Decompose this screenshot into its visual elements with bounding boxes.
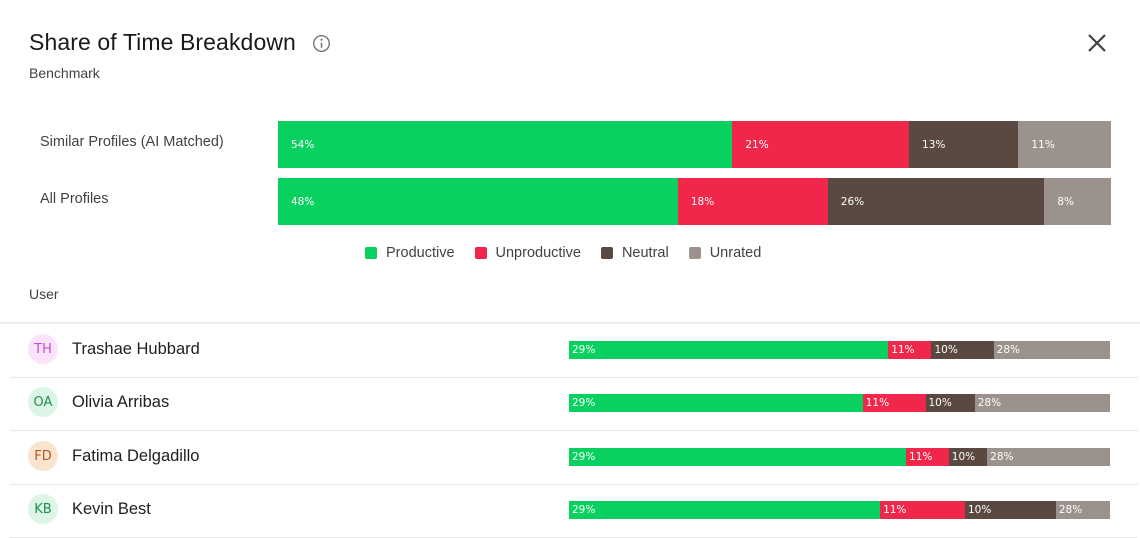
avatar: FD — [28, 441, 58, 471]
user-stacked-bar: 29% 11% 10% 28% — [569, 394, 1110, 412]
page-subtitle: Benchmark — [29, 65, 100, 81]
benchmark-bar-unproductive[interactable]: 21% — [732, 121, 910, 168]
benchmark-label: Similar Profiles (AI Matched) — [40, 134, 224, 150]
benchmark-bar-unrated[interactable]: 8% — [1044, 178, 1111, 225]
avatar: OA — [28, 387, 58, 417]
user-row[interactable]: KB Kevin Best 29% 11% 10% 28% — [10, 484, 1138, 538]
user-stacked-bar: 29% 11% 10% 28% — [569, 501, 1110, 519]
user-bar-neutral[interactable]: 10% — [948, 448, 988, 466]
legend-swatch — [688, 247, 701, 259]
user-name[interactable]: Kevin Best — [72, 500, 151, 518]
benchmark-bar-productive[interactable]: 54% — [278, 121, 733, 168]
user-bar-unrated[interactable]: 28% — [987, 448, 1110, 466]
benchmark-bar-unrated[interactable]: 11% — [1018, 121, 1111, 168]
close-icon[interactable] — [1086, 32, 1108, 54]
legend-item-unrated[interactable]: Unrated — [688, 245, 762, 261]
benchmark-bar-productive[interactable]: 48% — [278, 178, 678, 225]
user-bar-productive[interactable]: 29% — [569, 448, 907, 466]
legend-label: Neutral — [621, 245, 669, 261]
legend-swatch — [600, 247, 613, 259]
user-name[interactable]: Fatima Delgadillo — [72, 447, 200, 465]
benchmark-stacked-bar: 48% 18% 26% 8% — [278, 178, 1111, 225]
legend-swatch — [365, 247, 377, 259]
user-bar-productive[interactable]: 29% — [569, 394, 863, 412]
legend-item-unproductive[interactable]: Unproductive — [474, 245, 581, 261]
user-row[interactable]: FD Fatima Delgadillo 29% 11% 10% 28% — [10, 431, 1138, 485]
legend-item-productive[interactable]: Productive — [365, 245, 455, 261]
benchmark-stacked-bar: 54% 21% 13% 11% — [278, 121, 1111, 168]
user-bar-unproductive[interactable]: 11% — [862, 394, 926, 412]
header-divider — [0, 322, 1140, 324]
user-bar-unproductive[interactable]: 11% — [880, 501, 965, 519]
benchmark-label: All Profiles — [40, 191, 109, 207]
page-title: Share of Time Breakdown — [29, 29, 296, 55]
legend-swatch — [474, 247, 487, 259]
user-bar-productive[interactable]: 29% — [569, 341, 889, 359]
avatar: KB — [28, 494, 58, 524]
user-bar-neutral[interactable]: 10% — [925, 394, 975, 412]
user-bar-productive[interactable]: 29% — [569, 501, 881, 519]
benchmark-bar-neutral[interactable]: 13% — [909, 121, 1019, 168]
user-column-header: User — [29, 286, 59, 302]
user-bar-neutral[interactable]: 10% — [931, 341, 994, 359]
user-bar-neutral[interactable]: 10% — [964, 501, 1056, 519]
benchmark-bar-unproductive[interactable]: 18% — [677, 178, 828, 225]
user-bar-unrated[interactable]: 28% — [993, 341, 1110, 359]
legend-label: Unrated — [709, 245, 762, 261]
user-bar-unproductive[interactable]: 11% — [906, 448, 949, 466]
user-row[interactable]: OA Olivia Arribas 29% 11% 10% 28% — [10, 377, 1138, 431]
user-bar-unrated[interactable]: 28% — [1055, 501, 1110, 519]
chart-legend: Productive Unproductive Neutral Unrated — [365, 245, 781, 261]
legend-item-neutral[interactable]: Neutral — [600, 245, 669, 261]
user-bar-unrated[interactable]: 28% — [974, 394, 1110, 412]
legend-label: Unproductive — [495, 245, 581, 261]
user-stacked-bar: 29% 11% 10% 28% — [569, 448, 1110, 466]
user-name[interactable]: Trashae Hubbard — [72, 340, 200, 358]
user-row[interactable]: TH Trashae Hubbard 29% 11% 10% 28% — [10, 324, 1138, 378]
user-name[interactable]: Olivia Arribas — [72, 393, 170, 411]
info-icon[interactable] — [312, 34, 331, 53]
avatar: TH — [28, 334, 58, 364]
legend-label: Productive — [386, 245, 455, 261]
user-bar-unproductive[interactable]: 11% — [888, 341, 932, 359]
benchmark-bar-neutral[interactable]: 26% — [827, 178, 1045, 225]
user-stacked-bar: 29% 11% 10% 28% — [569, 341, 1110, 359]
